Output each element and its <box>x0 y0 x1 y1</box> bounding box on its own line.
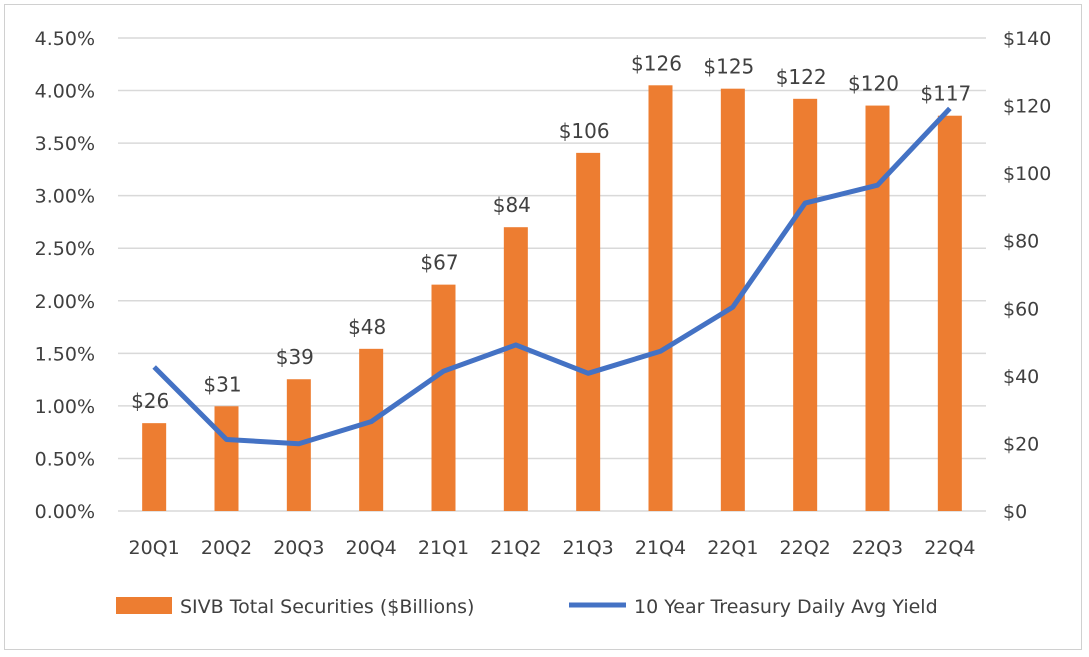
x-axis-tick-label: 21Q2 <box>490 537 541 559</box>
right-axis-tick-label: $80 <box>1003 231 1039 253</box>
bar-data-label: $48 <box>348 315 386 339</box>
bar-data-label: $120 <box>848 72 899 96</box>
left-axis-tick-label: 3.00% <box>35 186 95 208</box>
x-axis-tick-label: 20Q1 <box>129 537 180 559</box>
bar <box>359 348 384 511</box>
bar <box>793 98 818 512</box>
left-axis-tick-label: 3.50% <box>35 133 95 155</box>
bar-data-label: $39 <box>276 345 314 369</box>
right-axis-tick-label: $20 <box>1003 433 1039 455</box>
left-axis-tick-label: 0.00% <box>35 501 95 523</box>
left-axis-tick-label: 1.50% <box>35 343 95 365</box>
x-axis-tick-label: 20Q3 <box>273 537 324 559</box>
bar-data-label: $67 <box>420 251 458 275</box>
x-axis-tick-label: 20Q4 <box>346 537 397 559</box>
bar-data-label: $106 <box>559 119 610 143</box>
x-axis-tick-label: 21Q3 <box>563 537 614 559</box>
right-axis-tick-label: $140 <box>1003 28 1051 50</box>
x-axis-tick-label: 20Q2 <box>201 537 252 559</box>
bar <box>431 284 456 511</box>
yield-line <box>152 106 952 447</box>
legend-label-securities: SIVB Total Securities ($Billions) <box>180 596 474 618</box>
bar <box>648 85 673 512</box>
bar <box>720 88 745 511</box>
bar <box>503 227 528 511</box>
right-axis-tick-label: $60 <box>1003 298 1039 320</box>
bar-data-label: $125 <box>703 55 754 79</box>
legend-label-yield: 10 Year Treasury Daily Avg Yield <box>634 596 938 618</box>
bar <box>214 406 239 511</box>
right-axis-tick-label: $100 <box>1003 163 1051 185</box>
left-axis-tick-label: 1.00% <box>35 396 95 418</box>
bar <box>142 423 167 511</box>
left-axis-tick-label: 2.00% <box>35 291 95 313</box>
bar-data-label: $26 <box>131 389 169 413</box>
bar-data-label: $84 <box>493 193 531 217</box>
bar <box>937 115 962 511</box>
left-axis-tick-label: 2.50% <box>35 238 95 260</box>
x-axis-tick-label: 22Q1 <box>707 537 758 559</box>
left-axis-tick-label: 4.00% <box>35 81 95 103</box>
x-axis-tick-label: 22Q3 <box>852 537 903 559</box>
chart-frame <box>4 4 1082 650</box>
x-axis-tick-label: 21Q1 <box>418 537 469 559</box>
right-axis-tick-label: $40 <box>1003 366 1039 388</box>
bar <box>576 152 601 511</box>
left-axis-tick-label: 0.50% <box>35 448 95 470</box>
bar-data-label: $126 <box>631 51 682 75</box>
left-axis-tick-label: 4.50% <box>35 28 95 50</box>
bar-data-label: $117 <box>920 82 971 106</box>
x-axis-tick-label: 22Q2 <box>780 537 831 559</box>
x-axis-tick-label: 22Q4 <box>924 537 975 559</box>
bar <box>865 105 890 512</box>
bar-data-label: $31 <box>203 372 241 396</box>
right-axis-tick-label: $120 <box>1003 96 1051 118</box>
right-axis-tick-label: $0 <box>1003 501 1027 523</box>
bar-data-label: $122 <box>776 65 827 89</box>
x-axis-tick-label: 21Q4 <box>635 537 686 559</box>
legend-swatch-securities <box>116 597 172 614</box>
